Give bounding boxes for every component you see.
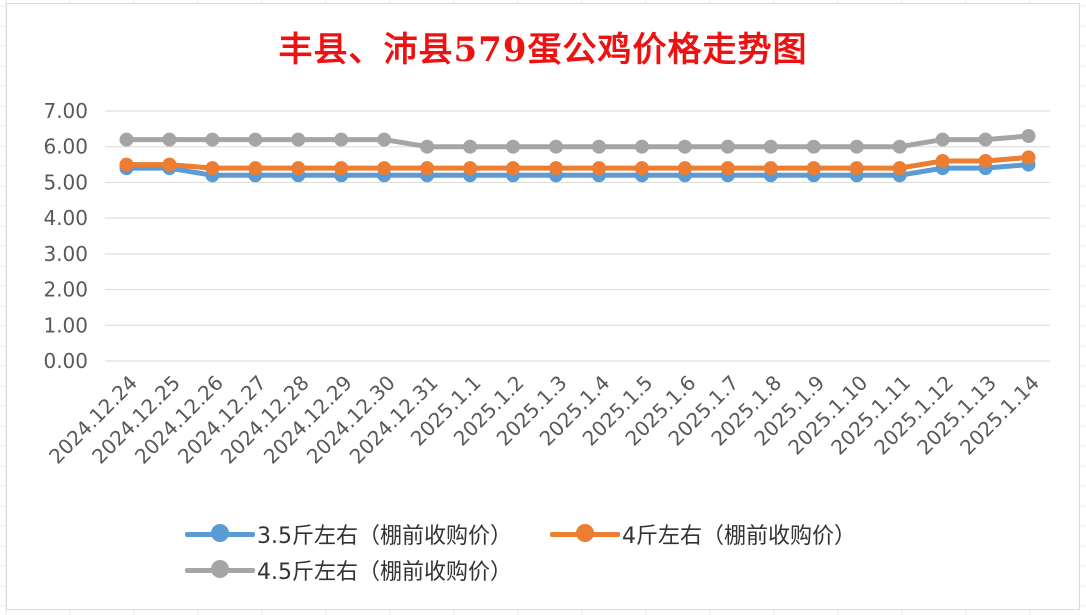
- legend-label-series-1: 3.5斤左右（棚前收购价）: [257, 524, 512, 549]
- data-point: [334, 132, 349, 147]
- legend-swatch-series-1: [185, 524, 255, 544]
- chart-frame: [6, 3, 1080, 610]
- data-point: [549, 161, 564, 176]
- data-point: [634, 161, 649, 176]
- data-point: [892, 139, 907, 154]
- data-point: [806, 139, 821, 154]
- y-tick-label: 0.00: [43, 349, 88, 373]
- data-point: [935, 132, 950, 147]
- series-line: [123, 162, 1032, 178]
- y-tick-label: 6.00: [43, 135, 88, 159]
- data-point: [291, 132, 306, 147]
- y-tick-label: 7.00: [43, 99, 88, 123]
- y-tick-label: 4.00: [43, 206, 88, 230]
- data-point: [377, 132, 392, 147]
- data-point: [420, 139, 435, 154]
- data-point: [763, 139, 778, 154]
- data-point: [591, 139, 606, 154]
- data-point: [463, 161, 478, 176]
- data-point: [806, 161, 821, 176]
- chart-title: 丰县、沛县579蛋公鸡价格走势图: [278, 30, 808, 70]
- legend-item-series-2: 4斤左右（棚前收购价）: [550, 518, 856, 550]
- series-line: [123, 133, 1032, 150]
- data-point: [935, 154, 950, 168]
- data-point: [892, 161, 907, 176]
- data-point: [1021, 129, 1036, 143]
- legend-swatch-series-2: [550, 524, 620, 544]
- data-point: [506, 161, 521, 176]
- data-point: [677, 161, 692, 176]
- data-point: [720, 139, 735, 154]
- data-point: [119, 132, 134, 147]
- data-point: [634, 139, 649, 154]
- y-tick-label: 5.00: [43, 170, 88, 194]
- legend-label-series-2: 4斤左右（棚前收购价）: [622, 524, 856, 549]
- series-line: [123, 154, 1032, 171]
- data-point: [549, 139, 564, 154]
- series-3: [119, 129, 1036, 154]
- data-point: [162, 132, 177, 147]
- data-point: [291, 161, 306, 176]
- data-point: [463, 139, 478, 154]
- data-point: [978, 132, 993, 147]
- data-point: [377, 161, 392, 176]
- legend-item-series-3: 4.5斤左右（棚前收购价）: [185, 554, 512, 586]
- data-point: [720, 161, 735, 176]
- data-point: [420, 161, 435, 176]
- data-point: [205, 132, 220, 147]
- data-point: [248, 161, 263, 176]
- legend-item-series-1: 3.5斤左右（棚前收购价）: [185, 518, 512, 550]
- series-2: [119, 150, 1036, 176]
- data-point: [205, 161, 220, 176]
- y-tick-label: 1.00: [43, 313, 88, 337]
- data-point: [849, 161, 864, 176]
- data-point: [506, 139, 521, 154]
- legend-label-series-3: 4.5斤左右（棚前收购价）: [257, 560, 512, 585]
- data-point: [248, 132, 263, 147]
- data-point: [162, 157, 177, 172]
- legend-swatch-series-3: [185, 560, 255, 580]
- data-point: [677, 139, 692, 154]
- data-point: [1021, 150, 1036, 165]
- data-point: [978, 154, 993, 168]
- data-point: [849, 139, 864, 154]
- data-point: [119, 157, 134, 172]
- y-tick-label: 3.00: [43, 242, 88, 266]
- data-point: [763, 161, 778, 176]
- data-point: [591, 161, 606, 176]
- y-tick-label: 2.00: [43, 278, 88, 302]
- data-point: [334, 161, 349, 176]
